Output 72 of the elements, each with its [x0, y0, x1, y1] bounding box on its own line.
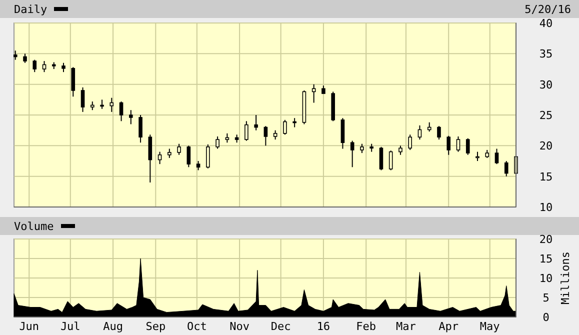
- x-tick-label: Feb: [356, 320, 376, 333]
- candlestick: [71, 66, 76, 98]
- candlestick: [427, 122, 432, 132]
- y-tick-label: 5: [542, 292, 550, 304]
- y-tick-label: 20: [539, 233, 553, 246]
- candlestick: [292, 118, 296, 128]
- candlestick: [476, 151, 480, 162]
- candlestick: [446, 135, 451, 156]
- x-tick-label: Mar: [396, 320, 416, 333]
- candlestick: [177, 143, 181, 156]
- candlestick: [244, 120, 248, 142]
- candlestick: [504, 160, 508, 177]
- x-tick-label: Aug: [103, 320, 123, 333]
- candlestick: [32, 59, 37, 73]
- y-tick-label: 30: [539, 78, 553, 92]
- candlestick: [119, 101, 124, 122]
- x-tick-label: Nov: [230, 320, 250, 333]
- candlestick: [418, 124, 422, 140]
- candlestick: [100, 99, 104, 110]
- y-tick-label: 15: [539, 252, 553, 266]
- candlestick: [138, 114, 142, 144]
- candlestick: [360, 143, 364, 154]
- x-tick-label: Sep: [146, 320, 166, 333]
- candlestick: [437, 126, 441, 140]
- candlestick: [494, 148, 499, 165]
- x-tick-label: Jun: [19, 320, 40, 333]
- candlestick: [225, 132, 230, 144]
- y-tick-label: 40: [539, 17, 553, 30]
- candlestick: [186, 145, 191, 168]
- candlestick: [340, 118, 345, 150]
- x-tick-label: 16: [316, 320, 330, 333]
- candlestick: [273, 130, 278, 140]
- candlestick: [312, 84, 316, 104]
- x-tick-label: Oct: [186, 320, 207, 333]
- y-tick-label: 10: [539, 201, 553, 214]
- text: 5/20/16: [524, 3, 571, 16]
- candlestick: [206, 144, 210, 169]
- candlestick: [254, 114, 258, 131]
- candlestick: [379, 146, 384, 171]
- y-tick-label: 0: [542, 311, 550, 324]
- candlestick: [168, 148, 172, 158]
- y-tick-label: 35: [539, 48, 553, 61]
- candlestick: [13, 50, 18, 60]
- y-tick-label: 20: [539, 140, 553, 153]
- candlestick: [158, 151, 162, 165]
- x-tick-label: Apr: [438, 320, 459, 333]
- candlestick: [466, 138, 470, 156]
- candlestick: [264, 126, 268, 146]
- candlestick: [42, 60, 46, 73]
- legend-label: Volume: [14, 220, 54, 233]
- x-tick-label: May: [480, 320, 500, 333]
- candlestick: [283, 119, 287, 136]
- candlestick: [398, 145, 402, 156]
- candlestick: [456, 136, 460, 152]
- candlestick: [62, 62, 66, 73]
- candlestick: [408, 134, 412, 150]
- y-tick-label: 15: [539, 170, 553, 184]
- legend-label: Daily: [14, 3, 48, 16]
- candlestick: [23, 53, 27, 64]
- y-tick-label: 10: [539, 272, 553, 285]
- candlestick: [216, 136, 220, 150]
- candlestick: [80, 86, 85, 112]
- y-axis-title: Millions: [559, 252, 572, 304]
- candlestick: [350, 140, 354, 168]
- candlestick: [388, 150, 393, 171]
- y-tick-label: 25: [539, 109, 553, 122]
- x-tick-label: Jul: [60, 320, 80, 333]
- x-tick-label: Dec: [270, 320, 291, 333]
- candlestick: [110, 97, 114, 112]
- candlestick: [129, 110, 133, 125]
- candlestick: [148, 134, 152, 183]
- candlestick: [196, 160, 200, 171]
